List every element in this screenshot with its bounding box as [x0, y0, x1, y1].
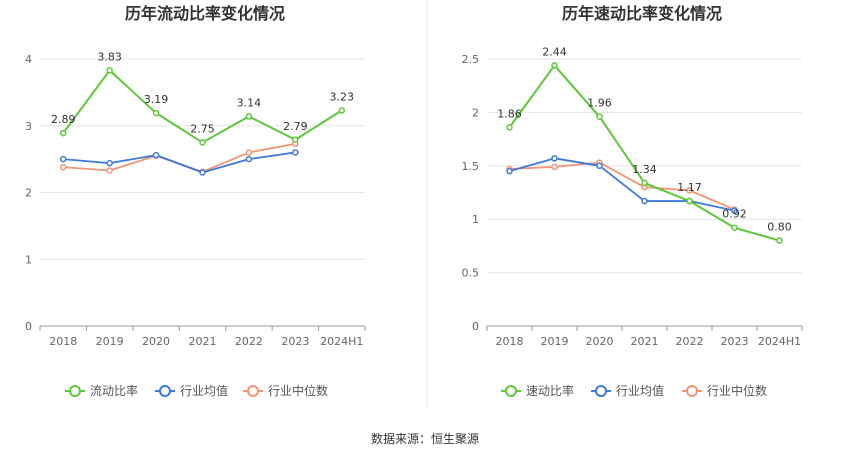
- x-tick-label: 2024H1: [320, 335, 363, 348]
- legend-marker-icon: [247, 385, 259, 397]
- data-label: 1.34: [632, 163, 657, 176]
- data-label: 1.96: [587, 97, 612, 110]
- quick-ratio-chart: 历年速动比率变化情况 0 0.5 1 1.5 2 2.5 2018 2019 2020 2021 20…: [462, 4, 803, 398]
- series-line-industry-avg: [509, 157, 735, 212]
- data-point-main[interactable]: [686, 197, 693, 205]
- data-label: 3.14: [237, 96, 262, 109]
- legend-label: 行业中位数: [268, 383, 328, 398]
- x-tick-label: 2020: [142, 335, 170, 348]
- y-tick-label: 2: [25, 187, 32, 200]
- legend-marker-icon: [686, 385, 698, 397]
- chart-title: 历年速动比率变化情况: [562, 4, 722, 23]
- y-tick-label: 0.5: [462, 267, 480, 280]
- data-label: 3.23: [330, 90, 355, 103]
- data-point-industry-median[interactable]: [551, 163, 558, 171]
- data-point-industry-avg[interactable]: [245, 155, 253, 163]
- legend-item-industry-median[interactable]: 行业中位数: [243, 383, 328, 398]
- data-label: 0.92: [722, 208, 747, 221]
- data-point-main[interactable]: [551, 62, 558, 69]
- data-point-industry-avg[interactable]: [551, 155, 558, 162]
- y-tick-label: 4: [25, 53, 32, 66]
- data-point-main[interactable]: [292, 136, 299, 144]
- data-point-main[interactable]: [641, 179, 648, 187]
- x-tick-label: 2021: [189, 335, 217, 348]
- data-point-main[interactable]: [59, 129, 67, 137]
- data-label: 0.80: [767, 221, 792, 234]
- x-tick-label: 2019: [541, 335, 569, 348]
- legend-marker-icon: [159, 385, 171, 397]
- data-point-industry-avg[interactable]: [59, 155, 67, 163]
- x-tick-label: 2018: [49, 335, 77, 348]
- data-point-main[interactable]: [506, 124, 513, 131]
- data-point-main[interactable]: [776, 237, 783, 244]
- data-point-main[interactable]: [338, 107, 346, 114]
- data-point-industry-median[interactable]: [686, 187, 693, 194]
- data-point-industry-avg[interactable]: [292, 149, 299, 156]
- x-tick-label: 2020: [586, 335, 614, 348]
- series-line-industry-avg: [63, 151, 296, 174]
- y-tick-label: 0: [25, 320, 32, 333]
- data-point-industry-avg[interactable]: [106, 159, 113, 167]
- data-point-industry-avg[interactable]: [596, 162, 603, 170]
- legend-label: 行业均值: [616, 383, 664, 398]
- data-label: 2.44: [542, 45, 567, 58]
- x-tick-label: 2023: [281, 335, 309, 348]
- legend-marker-icon: [595, 385, 607, 397]
- data-point-industry-avg[interactable]: [199, 169, 206, 176]
- y-tick-label: 0: [472, 320, 479, 333]
- y-tick-label: 1: [472, 213, 479, 226]
- data-point-main[interactable]: [152, 109, 160, 117]
- data-point-industry-avg[interactable]: [506, 167, 513, 175]
- data-label: 3.19: [144, 93, 169, 106]
- legend-marker-icon: [69, 385, 81, 397]
- y-tick-label: 2: [472, 106, 479, 119]
- x-tick-label: 2022: [235, 335, 263, 348]
- y-tick-label: 1: [25, 253, 32, 266]
- y-tick-label: 3: [25, 120, 32, 133]
- legend-label: 行业中位数: [707, 383, 767, 398]
- data-label: 3.83: [97, 50, 122, 63]
- data-point-industry-avg[interactable]: [731, 207, 738, 214]
- x-tick-label: 2019: [96, 335, 124, 348]
- chart-title: 历年流动比率变化情况: [125, 4, 285, 23]
- data-label: 1.17: [677, 181, 702, 194]
- data-point-main[interactable]: [106, 67, 113, 74]
- data-point-industry-avg[interactable]: [641, 197, 648, 205]
- x-tick-label: 2023: [721, 335, 749, 348]
- x-tick-label: 2018: [496, 335, 524, 348]
- legend-label: 流动比率: [90, 383, 138, 398]
- x-tick-label: 2022: [676, 335, 704, 348]
- data-point-industry-median[interactable]: [59, 163, 67, 171]
- data-label: 2.79: [283, 120, 308, 133]
- y-tick-label: 2.5: [462, 53, 480, 66]
- data-label: 2.89: [51, 113, 76, 126]
- legend-label: 速动比率: [526, 383, 574, 398]
- legend-item-industry-median[interactable]: 行业中位数: [682, 383, 767, 398]
- legend-item-main[interactable]: 速动比率: [501, 383, 574, 398]
- x-tick-label: 2024H1: [758, 335, 801, 348]
- data-point-main[interactable]: [199, 139, 206, 146]
- data-label: 1.86: [497, 107, 522, 120]
- data-label: 2.75: [190, 122, 215, 135]
- legend-label: 行业均值: [180, 383, 228, 398]
- data-point-main[interactable]: [731, 224, 738, 231]
- data-point-industry-avg[interactable]: [152, 151, 160, 159]
- legend-marker-icon: [505, 385, 517, 397]
- y-tick-label: 1.5: [462, 160, 480, 173]
- data-point-industry-median[interactable]: [106, 167, 113, 174]
- data-point-main[interactable]: [245, 113, 253, 120]
- series-line-industry-median: [509, 161, 735, 211]
- legend-item-industry-avg[interactable]: 行业均值: [591, 383, 664, 398]
- legend-item-main[interactable]: 流动比率: [65, 383, 138, 398]
- data-point-main[interactable]: [596, 113, 603, 120]
- data-source-label: 数据来源：恒生聚源: [371, 431, 479, 446]
- x-tick-label: 2021: [631, 335, 659, 348]
- current-ratio-chart: 历年流动比率变化情况 0 1 2 3 4 2018 2019 2020 2021 2022 2023 2…: [25, 4, 366, 398]
- data-point-industry-median[interactable]: [245, 149, 253, 156]
- legend-item-industry-avg[interactable]: 行业均值: [155, 383, 228, 398]
